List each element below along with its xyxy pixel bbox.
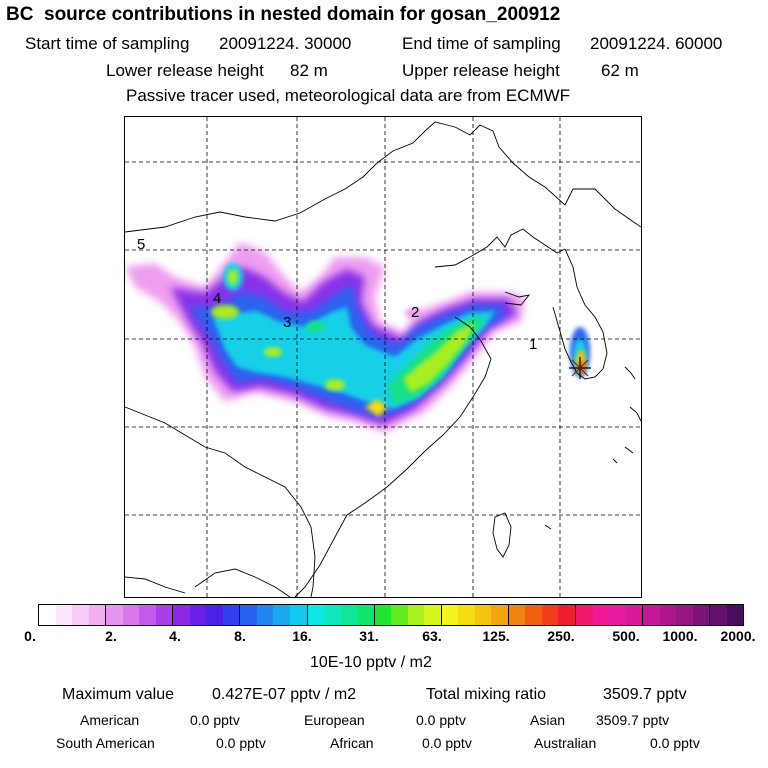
colorbar-tick: 31.	[359, 628, 379, 644]
asian-value: 3509.7 pptv	[596, 712, 670, 728]
colorbar-swatch	[625, 605, 644, 625]
colorbar-swatch	[391, 605, 408, 625]
colorbar-tick: 8.	[234, 628, 246, 644]
colorbar-tick: 2.	[105, 628, 117, 644]
colorbar-tick: 4.	[169, 628, 181, 644]
colorbar-swatch	[222, 605, 241, 625]
colorbar-swatch	[206, 605, 223, 625]
colorbar-swatch	[576, 605, 593, 625]
colorbar-swatch	[374, 605, 392, 625]
colorbar-swatch	[357, 605, 375, 625]
upper-release-label: Upper release height	[402, 61, 560, 80]
american-value: 0.0 pptv	[190, 712, 240, 728]
colorbar-swatch	[592, 605, 610, 625]
colorbar-swatch	[474, 605, 492, 625]
colorbar-swatch	[240, 605, 257, 625]
colorbar-swatch	[39, 605, 56, 625]
colorbar-swatch	[609, 605, 626, 625]
colorbar-swatch	[139, 605, 156, 625]
marker-4: 4	[213, 290, 221, 307]
colorbar-swatch	[541, 605, 559, 625]
american-label: American	[80, 712, 140, 728]
colorbar-tick: 500.	[612, 628, 640, 644]
colorbar-swatch	[155, 605, 174, 625]
colorbar-units: 10E-10 pptv / m2	[310, 654, 432, 671]
colorbar-tick: 16.	[292, 628, 312, 644]
colorbar	[38, 604, 744, 626]
colorbar-swatch	[289, 605, 308, 625]
european-label: European	[304, 712, 365, 728]
australian-value: 0.0 pptv	[650, 735, 700, 751]
lower-release-value: 82 m	[290, 61, 328, 80]
colorbar-swatch	[458, 605, 475, 625]
colorbar-swatch	[659, 605, 677, 625]
african-label: African	[330, 735, 374, 751]
colorbar-swatch	[55, 605, 73, 625]
european-value: 0.0 pptv	[416, 712, 466, 728]
end-time-label: End time of sampling	[402, 34, 561, 53]
upper-release-value: 62 m	[601, 61, 639, 80]
max-value: 0.427E-07 pptv / m2	[212, 686, 357, 703]
marker-3: 3	[283, 314, 291, 331]
colorbar-swatch	[643, 605, 660, 625]
colorbar-swatch	[273, 605, 290, 625]
colorbar-tick: 250.	[547, 628, 575, 644]
colorbar-tick: 1000.	[662, 628, 698, 644]
marker-1: 1	[529, 336, 537, 353]
total-mixing-label: Total mixing ratio	[426, 686, 547, 703]
colorbar-swatch	[676, 605, 693, 625]
colorbar-swatch	[710, 605, 727, 625]
receptor-star-icon	[569, 357, 591, 379]
start-time-label: Start time of sampling	[25, 34, 190, 53]
coastlines	[125, 121, 641, 597]
colorbar-swatch	[324, 605, 341, 625]
colorbar-tick: 125.	[482, 628, 510, 644]
tracer-note: Passive tracer used, meteorological data…	[126, 86, 571, 105]
marker-2: 2	[411, 304, 419, 321]
total-mixing-value: 3509.7 pptv	[603, 686, 687, 703]
colorbar-swatch	[122, 605, 140, 625]
trajectory-markers: 1 2 3 4 5	[137, 236, 537, 353]
south-american-value: 0.0 pptv	[216, 735, 266, 751]
colorbar-swatch	[491, 605, 509, 625]
colorbar-swatch	[508, 605, 526, 625]
plume-shading	[125, 242, 590, 432]
colorbar-swatch	[407, 605, 425, 625]
colorbar-swatch	[340, 605, 358, 625]
lower-release-label: Lower release height	[106, 61, 264, 80]
start-time-value: 20091224. 30000	[219, 34, 352, 53]
colorbar-swatch	[307, 605, 325, 625]
colorbar-swatch	[256, 605, 274, 625]
colorbar-swatch	[106, 605, 123, 625]
colorbar-swatch	[72, 605, 89, 625]
map-panel: 1 2 3 4 5	[124, 116, 642, 598]
end-time-value: 20091224. 60000	[590, 34, 723, 53]
south-american-label: South American	[56, 735, 155, 751]
colorbar-tick: 63.	[422, 628, 442, 644]
colorbar-swatch	[441, 605, 459, 625]
max-value-label: Maximum value	[62, 686, 175, 703]
plot-title: BC source contributions in nested domain…	[6, 4, 561, 25]
colorbar-swatch	[88, 605, 107, 625]
map-canvas: 1 2 3 4 5	[125, 117, 641, 597]
colorbar-swatch	[424, 605, 442, 625]
colorbar-swatch	[558, 605, 576, 625]
colorbar-swatch	[692, 605, 711, 625]
colorbar-tick: 2000.	[720, 628, 756, 644]
colorbar-tick: 0.	[24, 628, 36, 644]
australian-label: Australian	[534, 735, 597, 751]
colorbar-swatch	[726, 605, 744, 625]
colorbar-swatch	[189, 605, 207, 625]
colorbar-swatch	[173, 605, 190, 625]
african-value: 0.0 pptv	[422, 735, 472, 751]
graticule	[125, 117, 641, 597]
colorbar-swatch	[525, 605, 542, 625]
marker-5: 5	[137, 236, 145, 253]
asian-label: Asian	[530, 712, 566, 728]
